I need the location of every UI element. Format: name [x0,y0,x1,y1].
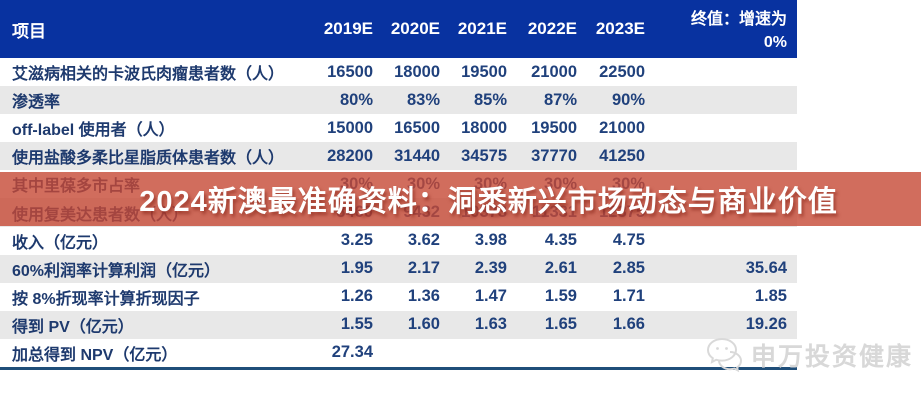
cell-value: 31440 [394,146,440,165]
cell-value: 1.65 [544,315,577,334]
table-row: 使用盐酸多柔比星脂质体患者数（人） 28200 31440 34575 37770 412… [0,142,797,171]
cell-value: 19500 [461,62,507,81]
cell-value: 2.85 [612,259,645,278]
table-row: off-label 使用者（人） 15000 16500 18000 19500 2100… [0,114,797,143]
row-label: 渗透率 [12,94,61,112]
header-project-label: 项目 [12,21,46,41]
watermark: 申万投资健康 [704,334,913,376]
cell-value: 80% [339,90,373,109]
cell-value: 90% [611,90,645,109]
watermark-label: 申万投资健康 [751,343,914,371]
cell-value: 21000 [531,62,577,81]
cell-value: 34575 [461,146,507,165]
row-label: 加总得到 NPV（亿元） [12,346,178,364]
cell-value: 1.95 [340,259,373,278]
table-row: 收入（亿元） 3.25 3.62 3.98 4.35 4.75 [0,226,797,255]
terminal-line2: 0% [763,34,787,52]
table-row: 渗透率 80% 83% 85% 87% 90% [0,86,797,115]
cell-value: 21000 [599,118,645,137]
wechat-icon [706,337,743,373]
terminal-line1: 终值：增速为 [690,11,787,28]
cell-value: 1.71 [612,287,645,306]
cell-value: 16500 [394,118,440,137]
cell-value: 41250 [599,146,645,165]
cell-value: 3.25 [340,231,373,250]
header-year-2021e: 2021E [457,19,507,38]
overlay-text: 2024新澳最准确资料：洞悉新兴市场动态与商业价值 [139,186,838,218]
table-row: 60%利润率计算利润（亿元） 1.95 2.17 2.39 2.61 2.85 35.64 [0,254,797,283]
cell-value: 4.35 [544,231,577,250]
cell-value: 85% [473,90,507,109]
row-label: off-label 使用者（人） [12,122,175,140]
row-label: 60%利润率计算利润（亿元） [12,262,221,280]
header-year-2023e: 2023E [595,19,645,38]
cell-terminal: 1.85 [754,287,787,306]
cell-value: 2.39 [474,259,507,278]
cell-value: 1.60 [407,315,440,334]
header-year-2019e: 2019E [323,19,373,38]
cell-value: 3.98 [474,231,507,250]
table-row: 得到 PV（亿元） 1.55 1.60 1.63 1.65 1.66 19.26 [0,310,797,339]
cell-value: 2.61 [544,259,577,278]
row-label: 按 8%折现率计算折现因子 [12,290,200,308]
cell-value: 4.75 [612,231,645,250]
cell-value: 2.17 [407,259,440,278]
cell-value: 1.59 [544,287,577,306]
cell-value: 19500 [531,118,577,137]
cell-value: 16500 [327,62,373,81]
cell-terminal: 19.26 [745,315,787,334]
cell-value: 3.62 [407,231,440,250]
row-label: 使用盐酸多柔比星脂质体患者数（人） [12,150,285,168]
cell-terminal: 35.64 [745,259,787,278]
cell-value: 22500 [599,62,645,81]
cell-value: 18000 [394,62,440,81]
cell-value: 15000 [327,118,373,137]
cell-value: 1.63 [474,315,507,334]
cell-value: 1.66 [612,315,645,334]
table-row: 按 8%折现率计算折现因子 1.26 1.36 1.47 1.59 1.71 1.85 [0,282,797,311]
row-label: 收入（亿元） [12,234,109,252]
cell-value: 18000 [461,118,507,137]
table-row: 艾滋病相关的卡波氏肉瘤患者数（人） 16500 18000 19500 21000 225… [0,58,797,87]
header-year-2022e: 2022E [527,19,577,38]
table-row: 加总得到 NPV（亿元） 27.34 [0,338,797,368]
header-year-2020e: 2020E [390,19,440,38]
cell-value: 28200 [327,146,373,165]
header-terminal-value: 终值：增速为 0% [645,0,797,58]
cell-value: 1.55 [340,315,373,334]
overlay-banner: 2024新澳最准确资料：洞悉新兴市场动态与商业价值 [0,172,921,226]
cell-value: 37770 [531,146,577,165]
row-label: 艾滋病相关的卡波氏肉瘤患者数（人） [12,66,285,84]
table-header: 项目 2019E 2020E 2021E 2022E 2023E 终值：增速为 0… [0,0,797,58]
cell-value: 87% [543,90,577,109]
cell-value: 83% [406,90,440,109]
cell-value: 27.34 [331,343,373,362]
cell-value: 1.36 [407,287,440,306]
row-label: 得到 PV（亿元） [12,318,134,336]
cell-value: 1.26 [340,287,373,306]
cell-value: 1.47 [474,287,507,306]
